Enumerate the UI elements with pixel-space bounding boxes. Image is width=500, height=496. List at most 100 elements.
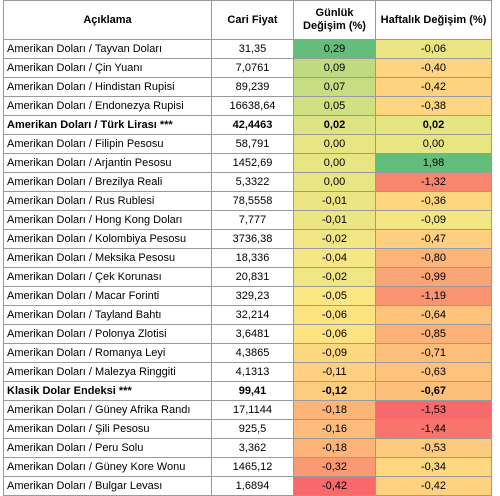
table-row: Amerikan Doları / Şili Pesosu 925,5 -0,16-…: [3, 419, 492, 439]
current-price-cell: 3736,38: [211, 229, 294, 249]
table-row: Amerikan Doları / Rus Rublesi 78,5558 -0,0…: [3, 191, 492, 211]
currency-pair-cell: Klasik Dolar Endeksi ***: [3, 381, 212, 401]
daily-change-cell: -0,32: [293, 457, 376, 477]
currency-pair-cell: Amerikan Doları / Arjantin Pesosu: [3, 153, 212, 173]
daily-change-cell: 0,00: [293, 172, 376, 192]
currency-pair-cell: Amerikan Doları / Çek Korunası: [3, 267, 212, 287]
weekly-change-cell: -0,40: [375, 58, 492, 78]
weekly-change-cell: -0,99: [375, 267, 492, 287]
weekly-change-cell: -1,53: [375, 400, 492, 420]
weekly-change-cell: -0,80: [375, 248, 492, 268]
weekly-change-cell: -1,32: [375, 172, 492, 192]
table-row: Amerikan Doları / Çek Korunası 20,831 -0,0…: [3, 267, 492, 287]
weekly-change-cell: -0,63: [375, 362, 492, 382]
currency-pair-cell: Amerikan Doları / Bulgar Levası: [3, 476, 212, 496]
weekly-change-cell: -0,85: [375, 324, 492, 344]
weekly-change-cell: -0,71: [375, 343, 492, 363]
weekly-change-cell: -0,36: [375, 191, 492, 211]
daily-change-cell: -0,12: [293, 381, 376, 401]
daily-change-cell: -0,01: [293, 191, 376, 211]
table-row: Amerikan Doları / Polonya Zlotisi 3,6481-…: [3, 324, 492, 344]
table-row: Amerikan Doları / Güney Kore Wonu 1465,12…: [3, 457, 492, 477]
daily-change-cell: -0,06: [293, 324, 376, 344]
current-price-cell: 5,3322: [211, 172, 294, 192]
table-row: Amerikan Doları / Çin Yuanı 7,0761 0,09 -0,…: [3, 58, 492, 78]
weekly-change-cell: 1,98: [375, 153, 492, 173]
table-row: Amerikan Doları / Türk Lirası *** 42,4463…: [3, 115, 492, 135]
current-price-cell: 42,4463: [211, 115, 294, 135]
header-daily-change: Günlük Değişim (%): [293, 0, 376, 40]
current-price-cell: 31,35: [211, 39, 294, 59]
daily-change-cell: 0,09: [293, 58, 376, 78]
daily-change-cell: -0,02: [293, 267, 376, 287]
table-row: Amerikan Doları / Peru Solu 3,362 -0,18 -0,…: [3, 438, 492, 458]
daily-change-cell: -0,02: [293, 229, 376, 249]
current-price-cell: 1452,69: [211, 153, 294, 173]
currency-pair-cell: Amerikan Doları / Kolombiya Pesosu: [3, 229, 212, 249]
daily-change-cell: 0,02: [293, 115, 376, 135]
weekly-change-cell: -0,42: [375, 476, 492, 496]
current-price-cell: 99,41: [211, 381, 294, 401]
current-price-cell: 18,336: [211, 248, 294, 268]
current-price-cell: 3,362: [211, 438, 294, 458]
current-price-cell: 1,6894: [211, 476, 294, 496]
weekly-change-cell: -0,64: [375, 305, 492, 325]
currency-pair-cell: Amerikan Doları / Şili Pesosu: [3, 419, 212, 439]
currency-pair-cell: Amerikan Doları / Rus Rublesi: [3, 191, 212, 211]
currency-pair-cell: Amerikan Doları / Brezilya Reali: [3, 172, 212, 192]
table-row: Amerikan Doları / Endonezya Rupisi 16638,…: [3, 96, 492, 116]
daily-change-cell: 0,29: [293, 39, 376, 59]
weekly-change-cell: -0,42: [375, 77, 492, 97]
current-price-cell: 925,5: [211, 419, 294, 439]
current-price-cell: 32,214: [211, 305, 294, 325]
table-row: Amerikan Doları / Romanya Leyi 4,3865 -0,0…: [3, 343, 492, 363]
daily-change-cell: 0,07: [293, 77, 376, 97]
weekly-change-cell: -0,06: [375, 39, 492, 59]
current-price-cell: 58,791: [211, 134, 294, 154]
weekly-change-cell: -1,44: [375, 419, 492, 439]
exchange-rate-table: Açıklama Cari Fiyat Günlük Değişim (%) H…: [3, 0, 492, 496]
daily-change-cell: -0,42: [293, 476, 376, 496]
header-current-price: Cari Fiyat: [211, 0, 294, 40]
weekly-change-cell: -0,67: [375, 381, 492, 401]
table-row: Klasik Dolar Endeksi *** 99,41 -0,12 -0,67: [3, 381, 492, 401]
currency-pair-cell: Amerikan Doları / Hindistan Rupisi: [3, 77, 212, 97]
daily-change-cell: 0,05: [293, 96, 376, 116]
current-price-cell: 3,6481: [211, 324, 294, 344]
daily-change-cell: -0,01: [293, 210, 376, 230]
daily-change-cell: -0,06: [293, 305, 376, 325]
currency-pair-cell: Amerikan Doları / Meksika Pesosu: [3, 248, 212, 268]
daily-change-cell: 0,00: [293, 153, 376, 173]
daily-change-cell: -0,05: [293, 286, 376, 306]
table-body: Amerikan Doları / Tayvan Doları 31,35 0,29…: [3, 39, 492, 496]
currency-pair-cell: Amerikan Doları / Çin Yuanı: [3, 58, 212, 78]
table-row: Amerikan Doları / Bulgar Levası 1,6894 -0,…: [3, 476, 492, 496]
currency-pair-cell: Amerikan Doları / Türk Lirası ***: [3, 115, 212, 135]
daily-change-cell: -0,09: [293, 343, 376, 363]
currency-pair-cell: Amerikan Doları / Endonezya Rupisi: [3, 96, 212, 116]
weekly-change-cell: -0,53: [375, 438, 492, 458]
currency-pair-cell: Amerikan Doları / Peru Solu: [3, 438, 212, 458]
weekly-change-cell: 0,00: [375, 134, 492, 154]
table-row: Amerikan Doları / Meksika Pesosu 18,336 -0…: [3, 248, 492, 268]
table-row: Amerikan Doları / Filipin Pesosu 58,791 0,…: [3, 134, 492, 154]
header-description: Açıklama: [3, 0, 212, 40]
current-price-cell: 78,5558: [211, 191, 294, 211]
current-price-cell: 16638,64: [211, 96, 294, 116]
current-price-cell: 17,1144: [211, 400, 294, 420]
current-price-cell: 7,777: [211, 210, 294, 230]
current-price-cell: 20,831: [211, 267, 294, 287]
table-row: Amerikan Doları / Brezilya Reali 5,3322 0,…: [3, 172, 492, 192]
daily-change-cell: -0,16: [293, 419, 376, 439]
currency-pair-cell: Amerikan Doları / Macar Forinti: [3, 286, 212, 306]
table-row: Amerikan Doları / Tayvan Doları 31,35 0,29…: [3, 39, 492, 59]
table-row: Amerikan Doları / Kolombiya Pesosu 3736,3…: [3, 229, 492, 249]
currency-pair-cell: Amerikan Doları / Filipin Pesosu: [3, 134, 212, 154]
current-price-cell: 4,1313: [211, 362, 294, 382]
header-row: Açıklama Cari Fiyat Günlük Değişim (%) H…: [3, 0, 492, 40]
table-row: Amerikan Doları / Hindistan Rupisi 89,239…: [3, 77, 492, 97]
currency-pair-cell: Amerikan Doları / Polonya Zlotisi: [3, 324, 212, 344]
daily-change-cell: -0,11: [293, 362, 376, 382]
table-row: Amerikan Doları / Hong Kong Doları 7,777-…: [3, 210, 492, 230]
currency-pair-cell: Amerikan Doları / Malezya Ringgiti: [3, 362, 212, 382]
